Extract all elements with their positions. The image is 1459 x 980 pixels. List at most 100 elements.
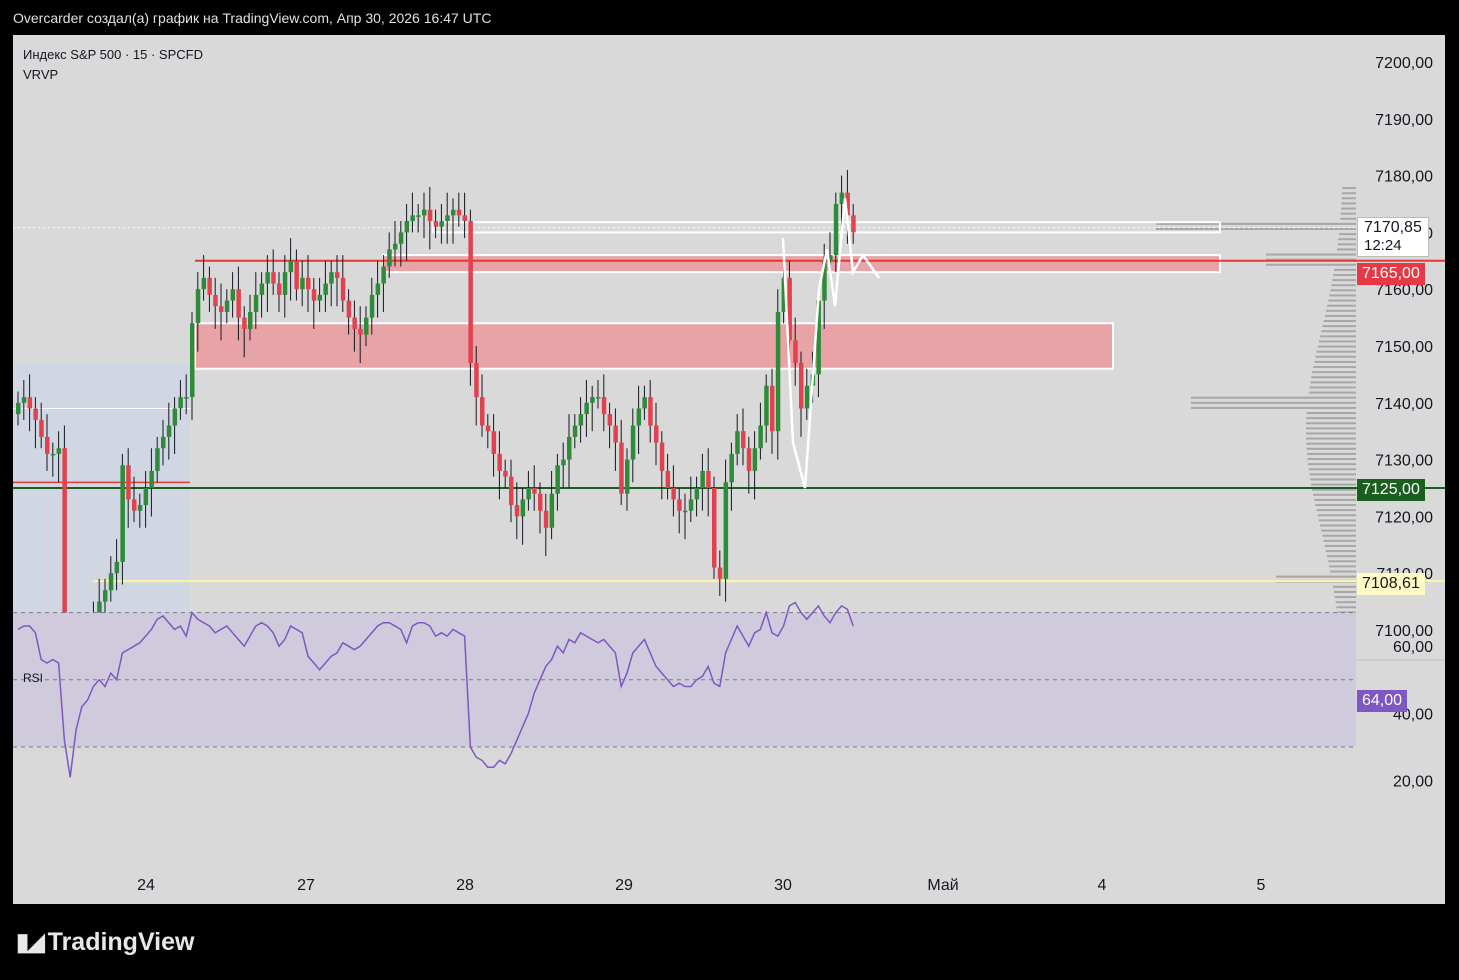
volume-profile-bar <box>1327 304 1356 307</box>
candle-body <box>137 505 143 511</box>
candle-body <box>532 488 537 494</box>
candle <box>485 414 491 449</box>
candle-body <box>410 215 415 222</box>
rsi-line <box>17 601 854 778</box>
candle-body <box>764 385 769 426</box>
candle <box>219 283 224 341</box>
candle-body <box>323 283 328 295</box>
candle-body <box>445 215 450 222</box>
chart-canvas[interactable]: 7200,007190,007180,007170,007160,007150,… <box>13 35 1445 904</box>
candle <box>137 493 143 528</box>
volume-profile-bar <box>1327 555 1356 558</box>
candle <box>509 459 514 523</box>
candle-body <box>21 397 27 403</box>
candle <box>195 272 201 352</box>
tradingview-logo-icon: ▮◢ <box>16 929 45 956</box>
rsi-label[interactable]: RSI <box>23 671 44 685</box>
candle-body <box>804 385 810 409</box>
candle <box>277 272 282 312</box>
candle <box>364 306 369 346</box>
volume-profile-bar <box>1308 468 1356 471</box>
volume-profile-bar <box>1341 192 1356 195</box>
volume-profile-bar <box>1266 263 1356 266</box>
candle <box>126 448 131 528</box>
candle-body <box>329 272 334 284</box>
volume-profile-bar <box>1306 437 1356 440</box>
volume-profile-bar <box>1310 381 1356 384</box>
candle-body <box>335 272 340 278</box>
volume-profile-bar <box>1156 222 1356 225</box>
candle <box>735 414 740 466</box>
volume-profile-bar <box>1316 509 1356 512</box>
candle <box>775 289 781 460</box>
volume-profile-bar <box>1320 335 1356 338</box>
candle-body <box>456 209 462 216</box>
candle-body <box>190 323 195 398</box>
candle <box>642 385 647 420</box>
candle-body <box>578 414 584 426</box>
candle <box>155 436 160 483</box>
last-price-badge: 7170,85 12:24 <box>1357 217 1429 257</box>
chart-legend: Индекс S&P 500 · 15 · SPCFD VRVP <box>23 45 203 85</box>
x-axis-tick-label: 30 <box>774 877 792 894</box>
candle-body <box>503 470 508 477</box>
volume-profile-bar <box>1306 432 1356 435</box>
volume-profile-bar <box>1330 289 1356 292</box>
volume-profile-bar <box>1340 217 1356 220</box>
volume-profile-bar <box>1306 442 1356 445</box>
candle <box>561 442 566 488</box>
rsi-value-badge: 64,00 <box>1357 690 1408 712</box>
candle-body <box>201 277 207 290</box>
candle <box>688 476 694 523</box>
volume-profile-bar <box>1330 570 1356 573</box>
candle <box>358 306 363 364</box>
volume-profile-bar <box>1322 534 1356 537</box>
volume-profile-bar <box>1324 544 1356 547</box>
candle <box>625 448 630 511</box>
tradingview-logo-text: TradingView <box>47 928 195 956</box>
candle <box>648 380 653 443</box>
candle-body <box>271 272 276 284</box>
volume-profile-bar <box>1337 248 1356 251</box>
candle <box>451 198 456 244</box>
candle-body <box>752 448 758 471</box>
candle <box>427 186 433 250</box>
volume-profile-bar <box>1332 279 1356 282</box>
candle <box>456 192 462 227</box>
volume-profile-bar <box>1323 320 1356 323</box>
volume-profile-bar <box>1321 330 1356 333</box>
symbol-label[interactable]: Индекс S&P 500 · 15 · SPCFD <box>23 47 203 62</box>
candle <box>514 482 520 540</box>
yellow-level-badge: 7108,61 <box>1357 573 1425 595</box>
volume-profile-bar <box>1309 473 1356 476</box>
candle <box>694 476 700 517</box>
candle-body <box>340 277 346 301</box>
candle-body <box>451 209 456 216</box>
candle-body <box>317 294 323 301</box>
candle <box>259 272 265 318</box>
candle <box>793 317 798 386</box>
candle-body <box>364 317 369 335</box>
candle-body <box>393 243 398 250</box>
tradingview-logo[interactable]: ▮◢ TradingView <box>16 928 194 957</box>
x-axis-tick-label: 27 <box>297 877 315 894</box>
candle-body <box>462 215 468 222</box>
volume-profile-bar <box>1321 529 1356 532</box>
candle <box>538 482 543 534</box>
candle-body <box>712 488 717 568</box>
volume-profile-bar <box>1337 611 1356 614</box>
candle <box>329 260 334 307</box>
candle-body <box>219 306 224 312</box>
candle-body <box>207 277 212 295</box>
candle-body <box>700 470 705 488</box>
candle-body <box>306 277 311 290</box>
indicator-label[interactable]: VRVP <box>23 67 59 82</box>
candle <box>741 408 746 466</box>
candle-body <box>497 453 502 471</box>
candle-body <box>741 431 746 449</box>
volume-profile-bar <box>1329 565 1356 568</box>
volume-profile-bar <box>1323 539 1356 542</box>
y-axis-tick-label: 7120,00 <box>1375 509 1433 526</box>
candle-body <box>230 289 236 301</box>
volume-profile-bar <box>1191 401 1356 404</box>
